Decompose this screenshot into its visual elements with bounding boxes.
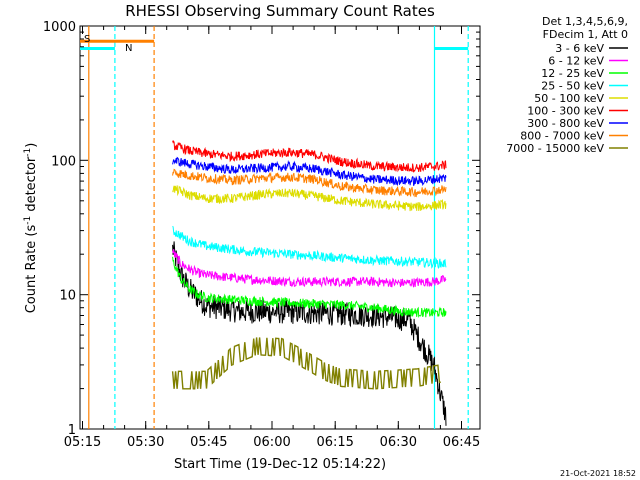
x-tick-label: 06:00 (253, 435, 290, 450)
plot-border (79, 25, 481, 430)
x-tick-label: 06:30 (380, 435, 417, 450)
night-flag-label: N (125, 43, 132, 54)
y-label-sup2: -1 (23, 148, 33, 157)
x-tick-label: 06:15 (316, 435, 353, 450)
x-axis-ticks: 05:15 05:30 05:45 06:00 06:15 06:30 06:45 (64, 26, 480, 450)
legend-entry-label: 3 - 6 keV (555, 42, 604, 55)
vertical-markers (88, 26, 469, 429)
legend-entry-label: 7000 - 15000 keV (506, 142, 604, 155)
legend: Det 1,3,4,5,6,9, FDecim 1, Att 0 3 - 6 k… (506, 15, 628, 155)
series-line-6 (172, 156, 447, 187)
y-label-part3: ) (24, 143, 39, 148)
y-axis-ticks: 1 10 100 1000 (43, 20, 480, 438)
y-label-sup1: -1 (23, 216, 33, 225)
chart-title: RHESSI Observing Summary Count Rates (125, 2, 435, 20)
y-tick-label: 1 (68, 423, 76, 438)
series-lines (171, 140, 447, 426)
saa-flag-label: S (84, 34, 90, 45)
y-label-part2: detector (24, 156, 39, 216)
legend-entry-label: 800 - 7000 keV (520, 130, 604, 143)
legend-entry-label: 50 - 100 keV (534, 92, 604, 105)
series-line-8 (171, 337, 441, 390)
plot-area (79, 25, 481, 430)
legend-entry-label: 12 - 25 keV (541, 67, 604, 80)
y-tick-label: 10 (59, 289, 76, 304)
flag-bars (80, 39, 469, 50)
y-tick-label: 1000 (43, 20, 76, 35)
legend-entry-label: 6 - 12 keV (548, 55, 604, 68)
generated-timestamp: 21-Oct-2021 18:52 (560, 469, 636, 478)
y-label-part1: Count Rate (s (24, 225, 39, 314)
y-tick-label: 100 (51, 154, 76, 169)
x-tick-label: 05:45 (190, 435, 227, 450)
series-line-0 (172, 241, 447, 426)
x-axis-label: Start Time (19-Dec-12 05:14:22) (174, 457, 386, 472)
legend-entry-label: 25 - 50 keV (541, 80, 604, 93)
x-tick-label: 05:15 (64, 435, 101, 450)
y-axis-label: Count Rate (s-1 detector-1) (23, 143, 39, 314)
series-line-2 (172, 256, 447, 319)
legend-entry-label: 300 - 800 keV (527, 117, 604, 130)
series-line-7 (172, 168, 447, 198)
series-line-4 (172, 185, 447, 212)
x-tick-label: 06:45 (443, 435, 480, 450)
series-line-5 (172, 140, 447, 173)
legend-header-line1: Det 1,3,4,5,6,9, (542, 15, 628, 28)
x-tick-label: 05:30 (127, 435, 164, 450)
legend-header-line2: FDecim 1, Att 0 (543, 28, 628, 41)
series-line-1 (172, 249, 447, 288)
series-line-3 (172, 225, 447, 269)
legend-entry-label: 100 - 300 keV (527, 105, 604, 118)
